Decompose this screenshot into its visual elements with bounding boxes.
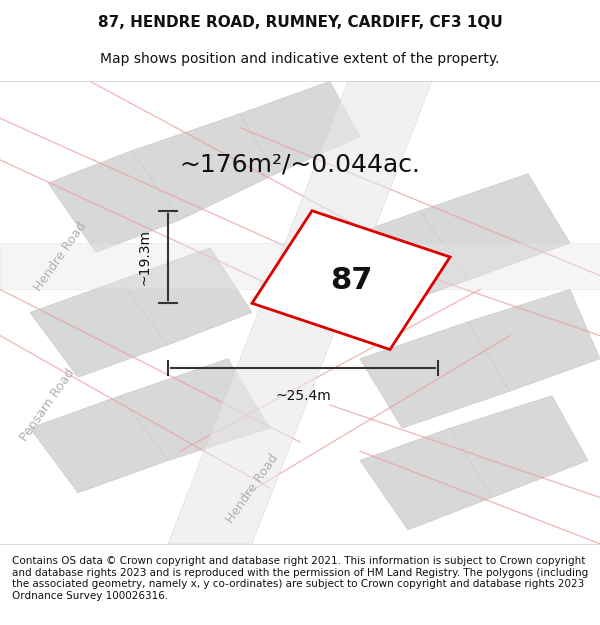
Polygon shape — [420, 174, 570, 280]
Text: ~25.4m: ~25.4m — [275, 389, 331, 402]
Text: Hendre Road: Hendre Road — [31, 220, 89, 294]
Polygon shape — [120, 248, 252, 345]
Text: 87: 87 — [330, 266, 372, 294]
Text: ~19.3m: ~19.3m — [137, 229, 151, 285]
Polygon shape — [468, 289, 600, 391]
Polygon shape — [0, 243, 600, 289]
Polygon shape — [360, 428, 492, 530]
Polygon shape — [120, 359, 270, 461]
Polygon shape — [450, 396, 588, 498]
Text: Hendre Road: Hendre Road — [223, 451, 281, 525]
Text: ~176m²/~0.044ac.: ~176m²/~0.044ac. — [179, 152, 421, 176]
Polygon shape — [132, 114, 276, 220]
Text: Pensarn Road: Pensarn Road — [18, 366, 78, 444]
Polygon shape — [30, 280, 168, 378]
Polygon shape — [360, 322, 510, 428]
Text: 87, HENDRE ROAD, RUMNEY, CARDIFF, CF3 1QU: 87, HENDRE ROAD, RUMNEY, CARDIFF, CF3 1Q… — [98, 15, 502, 30]
Polygon shape — [330, 211, 468, 312]
Polygon shape — [252, 211, 450, 349]
Polygon shape — [240, 81, 360, 174]
Text: Map shows position and indicative extent of the property.: Map shows position and indicative extent… — [100, 51, 500, 66]
Text: Contains OS data © Crown copyright and database right 2021. This information is : Contains OS data © Crown copyright and d… — [12, 556, 588, 601]
Polygon shape — [48, 151, 180, 252]
Polygon shape — [168, 81, 432, 544]
Polygon shape — [30, 396, 168, 493]
